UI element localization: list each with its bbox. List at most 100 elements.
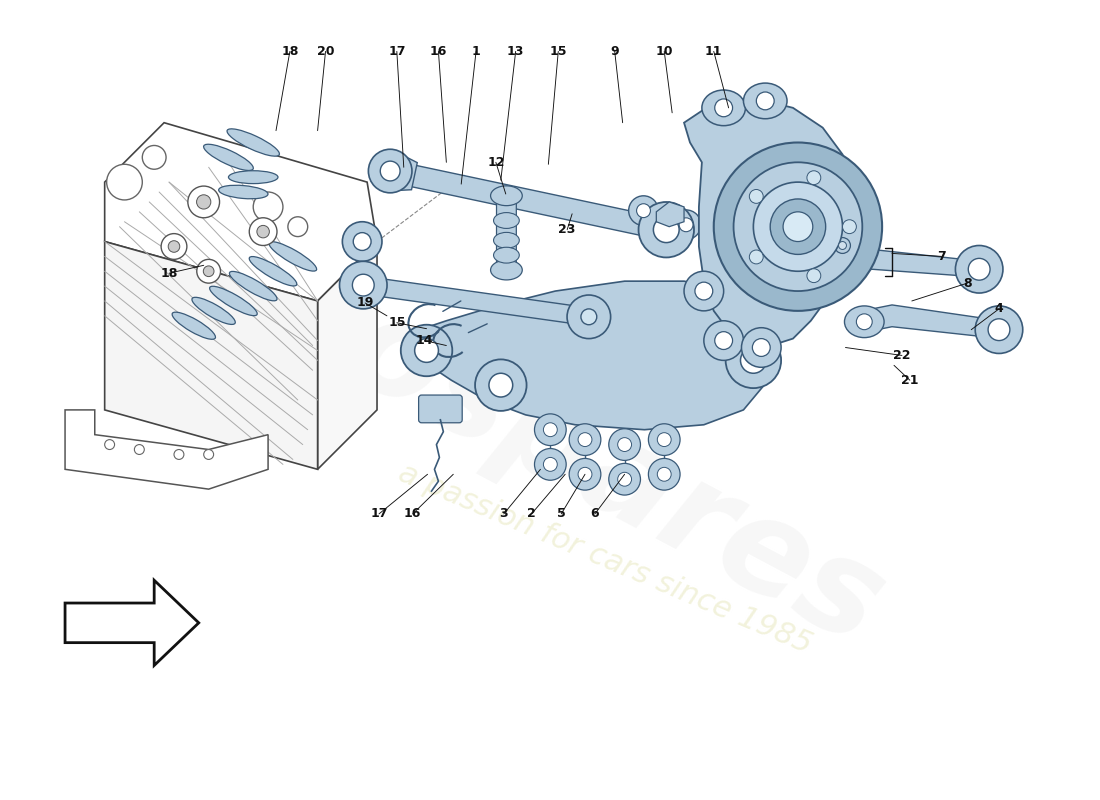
- Ellipse shape: [702, 90, 746, 126]
- Ellipse shape: [494, 247, 519, 263]
- Circle shape: [988, 318, 1010, 341]
- Ellipse shape: [250, 257, 297, 286]
- Circle shape: [843, 220, 857, 234]
- Circle shape: [134, 445, 144, 454]
- Circle shape: [658, 433, 671, 446]
- Circle shape: [257, 226, 270, 238]
- Circle shape: [197, 194, 211, 209]
- Text: 21: 21: [901, 374, 918, 386]
- Circle shape: [581, 309, 597, 325]
- Polygon shape: [358, 275, 595, 326]
- Polygon shape: [318, 242, 377, 470]
- Circle shape: [342, 222, 382, 262]
- Ellipse shape: [704, 321, 744, 360]
- Circle shape: [835, 238, 850, 254]
- Ellipse shape: [191, 298, 235, 325]
- Text: 16: 16: [404, 507, 421, 520]
- Text: 13: 13: [507, 45, 525, 58]
- Polygon shape: [104, 122, 377, 301]
- Ellipse shape: [956, 246, 1003, 293]
- Ellipse shape: [400, 325, 452, 376]
- Circle shape: [618, 438, 631, 451]
- Ellipse shape: [172, 312, 216, 339]
- Circle shape: [579, 467, 592, 482]
- FancyBboxPatch shape: [496, 193, 516, 273]
- Text: 15: 15: [550, 45, 566, 58]
- Circle shape: [204, 266, 214, 277]
- Text: 15: 15: [388, 316, 406, 330]
- Polygon shape: [843, 250, 981, 277]
- Ellipse shape: [829, 250, 861, 277]
- Text: 8: 8: [962, 277, 971, 290]
- Circle shape: [838, 242, 847, 250]
- Ellipse shape: [741, 328, 781, 367]
- Circle shape: [142, 146, 166, 170]
- Polygon shape: [385, 156, 417, 190]
- Text: 18: 18: [282, 45, 298, 58]
- Text: a passion for cars since 1985: a passion for cars since 1985: [394, 458, 816, 659]
- Text: 9: 9: [610, 45, 619, 58]
- Ellipse shape: [368, 150, 412, 193]
- Circle shape: [757, 92, 774, 110]
- Ellipse shape: [535, 414, 566, 446]
- Circle shape: [637, 204, 650, 218]
- Circle shape: [579, 433, 592, 446]
- Text: 12: 12: [487, 156, 505, 169]
- Ellipse shape: [569, 424, 601, 455]
- Ellipse shape: [638, 202, 694, 258]
- Ellipse shape: [475, 359, 527, 411]
- Text: 14: 14: [416, 334, 433, 347]
- Circle shape: [807, 170, 821, 185]
- Circle shape: [250, 218, 277, 246]
- Polygon shape: [402, 281, 771, 430]
- Ellipse shape: [340, 262, 387, 309]
- Ellipse shape: [976, 306, 1023, 354]
- Circle shape: [104, 440, 114, 450]
- Ellipse shape: [845, 306, 884, 338]
- Circle shape: [543, 422, 558, 437]
- Ellipse shape: [648, 424, 680, 455]
- Circle shape: [695, 282, 713, 300]
- Text: 22: 22: [893, 349, 911, 362]
- Ellipse shape: [652, 204, 682, 234]
- Circle shape: [543, 458, 558, 471]
- Circle shape: [734, 162, 862, 291]
- Circle shape: [752, 338, 770, 357]
- Polygon shape: [65, 410, 268, 489]
- Circle shape: [714, 142, 882, 311]
- Text: 2: 2: [527, 507, 536, 520]
- Polygon shape: [657, 202, 684, 226]
- Text: 17: 17: [388, 45, 406, 58]
- Ellipse shape: [648, 458, 680, 490]
- Text: 16: 16: [430, 45, 447, 58]
- Ellipse shape: [629, 196, 659, 226]
- Ellipse shape: [219, 186, 268, 198]
- Text: 6: 6: [591, 507, 600, 520]
- Circle shape: [715, 99, 733, 117]
- Polygon shape: [862, 305, 1001, 338]
- Circle shape: [679, 218, 693, 232]
- Circle shape: [968, 258, 990, 280]
- Circle shape: [749, 190, 763, 203]
- Circle shape: [770, 199, 826, 254]
- Circle shape: [715, 332, 733, 350]
- Circle shape: [204, 450, 213, 459]
- Text: 18: 18: [161, 266, 178, 280]
- Polygon shape: [397, 162, 673, 242]
- Ellipse shape: [608, 463, 640, 495]
- Circle shape: [653, 217, 679, 242]
- Ellipse shape: [535, 449, 566, 480]
- Ellipse shape: [684, 271, 724, 311]
- Ellipse shape: [568, 295, 611, 338]
- Text: 20: 20: [317, 45, 334, 58]
- Circle shape: [288, 217, 308, 237]
- Text: 4: 4: [994, 302, 1003, 315]
- Ellipse shape: [744, 83, 786, 118]
- Text: eurospares: eurospares: [108, 168, 904, 672]
- Circle shape: [381, 161, 400, 181]
- Ellipse shape: [494, 213, 519, 229]
- Text: 11: 11: [705, 45, 723, 58]
- Circle shape: [749, 250, 763, 264]
- Circle shape: [161, 234, 187, 259]
- Text: 5: 5: [557, 507, 565, 520]
